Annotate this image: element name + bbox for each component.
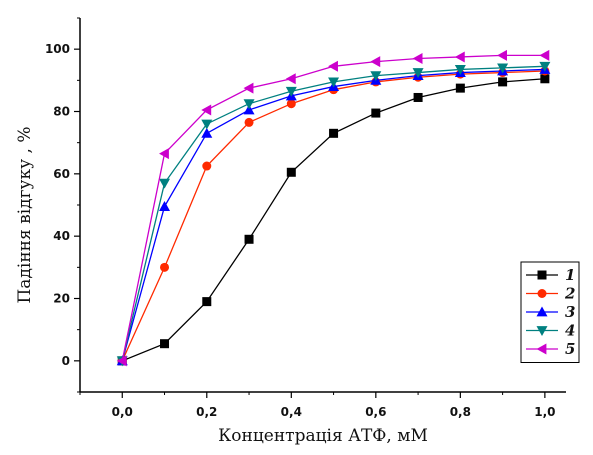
x-tick-label: 0,6 bbox=[365, 405, 386, 419]
series-1 bbox=[117, 74, 550, 366]
data-point-series-1 bbox=[540, 74, 550, 84]
y-tick-label: 20 bbox=[53, 292, 70, 306]
x-tick-label: 1,0 bbox=[534, 405, 555, 419]
x-tick-label: 0,2 bbox=[196, 405, 217, 419]
data-point-series-1 bbox=[498, 77, 508, 87]
data-point-series-5 bbox=[370, 56, 381, 68]
data-point-series-4 bbox=[370, 71, 382, 82]
legend-label-4: 4 bbox=[565, 322, 575, 340]
data-point-series-4 bbox=[159, 178, 171, 189]
data-point-series-5 bbox=[159, 148, 169, 160]
data-point-series-2 bbox=[202, 161, 212, 171]
x-tick-label: 0,8 bbox=[450, 405, 471, 419]
legend-marker-2 bbox=[537, 289, 547, 298]
data-point-series-2 bbox=[160, 262, 170, 272]
y-tick-label: 40 bbox=[53, 229, 70, 243]
data-point-series-5 bbox=[285, 73, 296, 85]
series-line-2 bbox=[121, 70, 545, 362]
data-point-series-3 bbox=[159, 201, 171, 211]
y-tick-label: 0 bbox=[62, 354, 70, 368]
legend-marker-3 bbox=[536, 306, 548, 317]
series-4 bbox=[116, 61, 551, 367]
data-point-series-1 bbox=[329, 128, 339, 138]
data-point-series-1 bbox=[160, 339, 170, 349]
series-2 bbox=[117, 66, 550, 366]
y-tick-label: 80 bbox=[53, 105, 70, 119]
data-point-series-1 bbox=[371, 108, 381, 118]
data-point-series-5 bbox=[412, 53, 423, 65]
data-point-series-4 bbox=[497, 63, 509, 74]
series-layer bbox=[116, 49, 551, 367]
series-5 bbox=[116, 49, 550, 367]
legend-label-2: 2 bbox=[564, 285, 575, 303]
data-point-series-4 bbox=[539, 61, 551, 72]
data-point-series-3 bbox=[243, 104, 255, 115]
data-point-series-4 bbox=[412, 68, 424, 79]
data-point-series-2 bbox=[286, 99, 296, 109]
x-tick-label: 0,4 bbox=[281, 405, 302, 419]
data-point-series-4 bbox=[328, 77, 340, 88]
data-point-series-5 bbox=[201, 104, 212, 116]
y-axis-title: Падіння відгуку , % bbox=[15, 126, 35, 303]
data-point-series-2 bbox=[244, 117, 254, 127]
data-point-series-1 bbox=[286, 167, 296, 177]
data-point-series-5 bbox=[497, 49, 508, 61]
legend-label-5: 5 bbox=[565, 340, 575, 358]
axes: 0,0 0,2 0,4 0,6 0,8 1,0 0 20 40 60 80 100 bbox=[45, 17, 566, 419]
data-point-series-5 bbox=[243, 82, 254, 94]
legend-marker-5 bbox=[536, 343, 547, 355]
series-line-4 bbox=[121, 65, 545, 361]
data-point-series-5 bbox=[328, 60, 338, 72]
series-line-1 bbox=[122, 78, 545, 362]
data-point-series-4 bbox=[454, 65, 466, 75]
data-point-series-1 bbox=[413, 92, 423, 102]
x-axis-title: Концентрація АТФ, мМ bbox=[218, 426, 428, 446]
series-line-5 bbox=[121, 54, 545, 361]
legend-label-3: 3 bbox=[565, 303, 575, 321]
series-3 bbox=[116, 63, 551, 366]
data-point-series-5 bbox=[116, 355, 127, 367]
data-point-series-3 bbox=[201, 127, 213, 138]
data-point-series-5 bbox=[539, 49, 550, 61]
data-point-series-4 bbox=[243, 99, 255, 110]
y-tick-label: 100 bbox=[45, 42, 70, 56]
data-point-series-1 bbox=[202, 297, 212, 307]
legend-marker-4 bbox=[536, 326, 548, 336]
data-point-series-1 bbox=[244, 234, 254, 244]
data-point-series-4 bbox=[201, 119, 213, 130]
data-point-series-1 bbox=[455, 83, 465, 93]
data-point-series-5 bbox=[454, 51, 465, 63]
legend-label-1: 1 bbox=[565, 266, 575, 284]
y-tick-label: 60 bbox=[53, 167, 70, 181]
data-point-series-4 bbox=[285, 86, 297, 97]
x-tick-label: 0,0 bbox=[112, 405, 133, 419]
legend-marker-1 bbox=[537, 270, 547, 280]
